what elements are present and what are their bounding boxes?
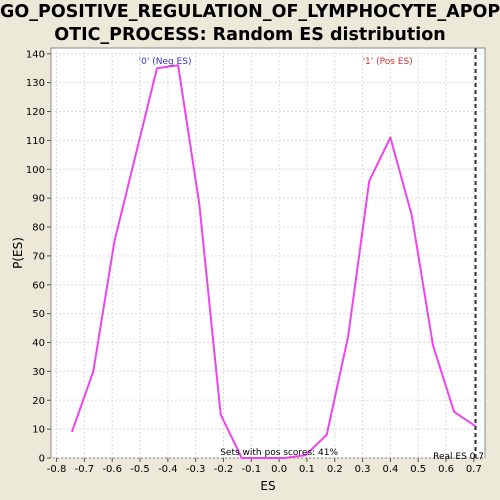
- series-line: [70, 64, 477, 459]
- y-tick-label: 120: [26, 107, 45, 118]
- x-tick-label: 0.6: [438, 464, 454, 475]
- x-tick-label: 0.5: [410, 464, 426, 475]
- x-tick-label: -0.4: [158, 464, 178, 475]
- y-tick-label: 10: [32, 425, 45, 436]
- y-tick-label: 50: [32, 309, 45, 320]
- x-tick-label: 0.7: [466, 464, 482, 475]
- plot-area: [50, 47, 486, 459]
- chart-title: GO_POSITIVE_REGULATION_OF_LYMPHOCYTE_APO…: [0, 0, 500, 47]
- y-tick-label: 0: [39, 454, 45, 465]
- real-es-label: Real ES 0.7: [433, 452, 484, 462]
- y-tick-label: 140: [26, 49, 45, 60]
- axes: 0 10 20 30 40 50 60 70 80 90 100 110 120 130 140 -0.8 -0…: [11, 49, 482, 493]
- x-tick-label: -0.7: [75, 464, 95, 475]
- grid-lines: [51, 48, 485, 459]
- x-tick-label: 0.3: [355, 464, 371, 475]
- y-tick-label: 70: [32, 251, 45, 262]
- x-tick-label: -0.5: [130, 464, 150, 475]
- x-tick-label: -0.8: [47, 464, 67, 475]
- x-tick-label: -0.1: [242, 464, 262, 475]
- x-tick-label: -0.2: [214, 464, 234, 475]
- x-tick-label: 0.4: [382, 464, 398, 475]
- chart-title-line-1: GO_POSITIVE_REGULATION_OF_LYMPHOCYTE_APO…: [0, 2, 500, 22]
- x-tick-label: 0.2: [327, 464, 343, 475]
- y-axis-label: P(ES): [11, 237, 25, 269]
- annotations: '0' (Neg ES) '1' (Pos ES) Sets with pos sc…: [139, 48, 484, 462]
- chart-title-line-2: OTIC_PROCESS: Random ES distribution: [54, 25, 446, 45]
- neg-es-label: '0' (Neg ES): [139, 57, 192, 67]
- y-tick-label: 130: [26, 78, 45, 89]
- y-tick-label: 30: [32, 367, 45, 378]
- x-axis-label: ES: [260, 479, 275, 493]
- x-tick-label: 0.0: [271, 464, 287, 475]
- y-tick-label: 80: [32, 223, 45, 234]
- x-tick-label: 0.1: [299, 464, 315, 475]
- pos-es-label: '1' (Pos ES): [363, 57, 413, 67]
- y-tick-label: 100: [26, 165, 45, 176]
- y-tick-label: 40: [32, 338, 45, 349]
- y-tick-label: 110: [26, 136, 45, 147]
- y-tick-label: 20: [32, 396, 45, 407]
- pos-scores-text: Sets with pos scores: 41%: [220, 448, 338, 458]
- series-layer: [70, 64, 477, 459]
- x-tick-label: -0.6: [102, 464, 122, 475]
- y-tick-label: 90: [32, 194, 45, 205]
- x-tick-label: -0.3: [186, 464, 206, 475]
- y-tick-label: 60: [32, 280, 45, 291]
